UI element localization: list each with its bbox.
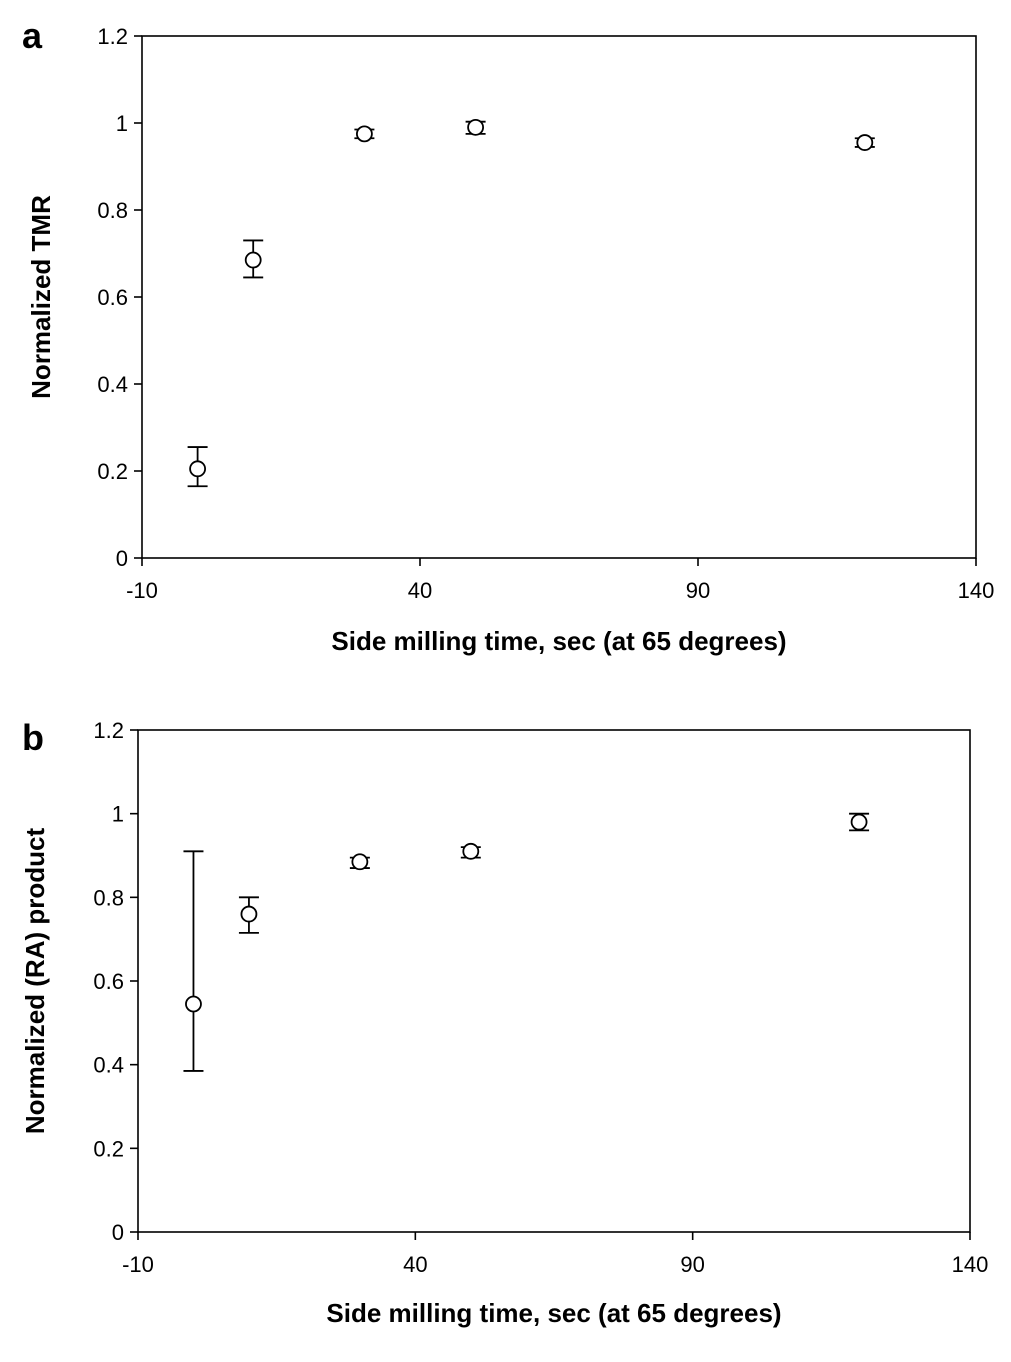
y-tick-label-b: 0 [112,1220,124,1245]
chart-panel-a: a 0 0.2 0.4 0.6 0.8 1 1.2 -10 40 90 140 Side mill… [22,15,994,656]
y-tick-label-b: 0.2 [93,1136,124,1161]
data-series-b [183,812,870,1072]
y-tick-label-a: 0.8 [97,198,128,223]
x-tick-label-a: 140 [958,578,995,603]
y-axis-title-a: Normalized TMR [26,195,56,399]
x-axis-title-b: Side milling time, sec (at 65 degrees) [326,1298,781,1328]
data-series-a [187,118,875,488]
y-axis-b: 0 0.2 0.4 0.6 0.8 1 1.2 [93,718,138,1245]
x-tick-label-b: -10 [122,1252,154,1277]
x-axis-a: -10 40 90 140 [126,558,994,603]
y-tick-label-b: 0.6 [93,969,124,994]
y-tick-label-a: 1.2 [97,24,128,49]
y-tick-label-b: 1.2 [93,718,124,743]
y-tick-label-a: 0.4 [97,372,128,397]
y-axis-title-b: Normalized (RA) product [20,828,50,1135]
data-point-a [355,125,373,143]
data-point-b [462,842,480,860]
plot-frame-b [137,729,971,1233]
y-tick-label-a: 0.2 [97,459,128,484]
data-point-b [850,813,868,831]
y-tick-label-b: 1 [112,802,124,827]
data-point-a [244,251,262,269]
y-tick-label-a: 0.6 [97,285,128,310]
data-point-b [351,853,369,871]
x-tick-label-a: 90 [686,578,710,603]
y-tick-label-b: 0.4 [93,1053,124,1078]
chart-panel-b: b 0 0.2 0.4 0.6 0.8 1 1.2 -10 40 90 140 Side mill… [20,717,988,1328]
x-axis-title-a: Side milling time, sec (at 65 degrees) [331,626,786,656]
x-tick-label-b: 40 [403,1252,427,1277]
x-tick-label-b: 140 [952,1252,989,1277]
data-point-a [856,134,874,151]
x-tick-label-b: 90 [680,1252,704,1277]
panel-label-b: b [22,717,44,758]
x-axis-b: -10 40 90 140 [122,1232,988,1277]
y-axis-a: 0 0.2 0.4 0.6 0.8 1 1.2 [97,24,142,571]
data-point-a [467,118,485,136]
y-tick-label-a: 1 [116,111,128,136]
plot-frame-a [141,35,977,559]
x-tick-label-a: 40 [408,578,432,603]
y-tick-label-a: 0 [116,546,128,571]
data-point-a [189,460,207,478]
panel-label-a: a [22,15,43,56]
data-point-b [185,995,202,1013]
data-point-b [240,905,258,923]
x-tick-label-a: -10 [126,578,158,603]
y-tick-label-b: 0.8 [93,885,124,910]
